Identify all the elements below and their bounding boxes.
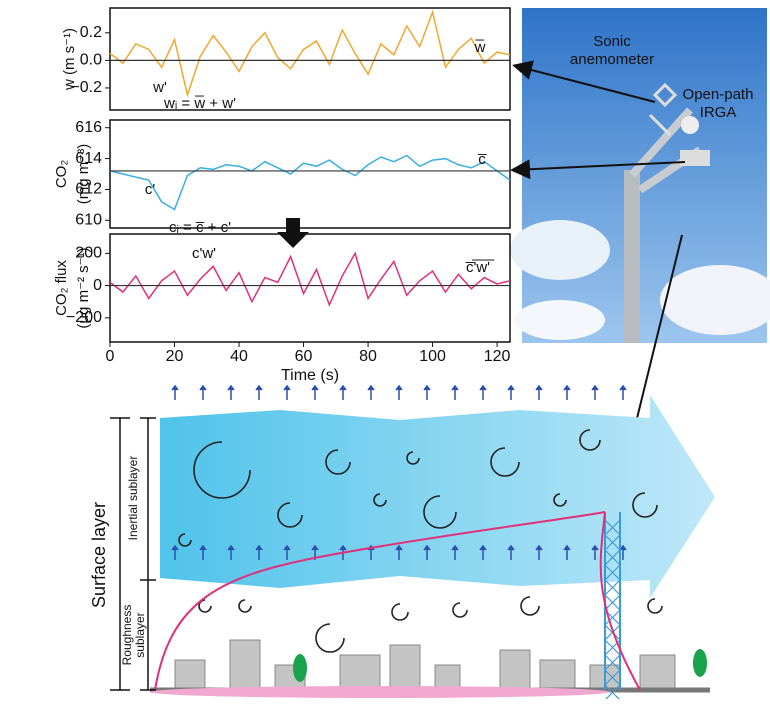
photo-label: Sonic: [593, 33, 631, 50]
y-tick-label: 610: [75, 212, 102, 229]
x-axis-label: Time (s): [281, 367, 339, 384]
plot-frame: [109, 119, 511, 229]
layer-label: Roughness: [120, 605, 134, 666]
y-axis-label: (mg m⁻³): [75, 144, 92, 204]
annotation: c': [145, 181, 156, 198]
arrow: [510, 159, 686, 180]
photo-label: IRGA: [700, 104, 737, 121]
annotation: w̅: [474, 39, 486, 56]
y-axis-label: (μg m⁻² s⁻¹): [75, 247, 92, 328]
annotation: c̅: [477, 151, 487, 168]
layer-label: sublayer: [133, 612, 147, 657]
y-tick-label: 0.2: [80, 24, 102, 41]
x-tick-label: 80: [359, 348, 377, 365]
data-line: [109, 251, 511, 307]
x-tick-label: 0: [106, 348, 115, 365]
layer-label: Surface layer: [89, 502, 109, 608]
plot-frame: [109, 233, 511, 343]
arrow: [512, 60, 656, 103]
y-tick-label: 200: [75, 245, 102, 262]
annotation: wᵢ = w̅ + w': [163, 95, 236, 112]
photo-label: anemometer: [570, 51, 654, 68]
plot-frame: [109, 7, 511, 111]
y-tick-label: −0.2: [70, 79, 102, 96]
y-tick-label: 612: [75, 181, 102, 198]
annotation: c̅'̅w̅'̅: [465, 259, 495, 276]
y-axis-label: CO₂ flux: [53, 260, 70, 316]
y-tick-label: −200: [66, 309, 102, 326]
annotation: w': [152, 79, 167, 96]
x-tick-label: 20: [166, 348, 184, 365]
photo: [510, 8, 770, 343]
x-tick-label: 100: [419, 348, 446, 365]
diagram: Surface layer Inertial sublayer Roughnes…: [89, 384, 715, 701]
down-arrow: [277, 218, 309, 248]
x-tick-label: 120: [484, 348, 511, 365]
data-line: [109, 9, 511, 98]
photo-label: Open-path: [683, 86, 754, 103]
y-tick-label: 0.0: [80, 52, 102, 69]
x-tick-label: 40: [230, 348, 248, 365]
annotation: c'w': [192, 245, 216, 262]
y-tick-label: 0: [93, 277, 102, 294]
y-tick-label: 614: [75, 150, 102, 167]
y-tick-label: 616: [75, 119, 102, 136]
y-axis-label: w (m s⁻¹): [61, 28, 78, 91]
layer-label: Inertial sublayer: [126, 456, 140, 541]
annotation: cᵢ = c̅ + c': [169, 219, 231, 236]
data-line: [109, 154, 511, 211]
y-axis-label: CO₂: [53, 160, 70, 189]
x-tick-label: 60: [295, 348, 313, 365]
